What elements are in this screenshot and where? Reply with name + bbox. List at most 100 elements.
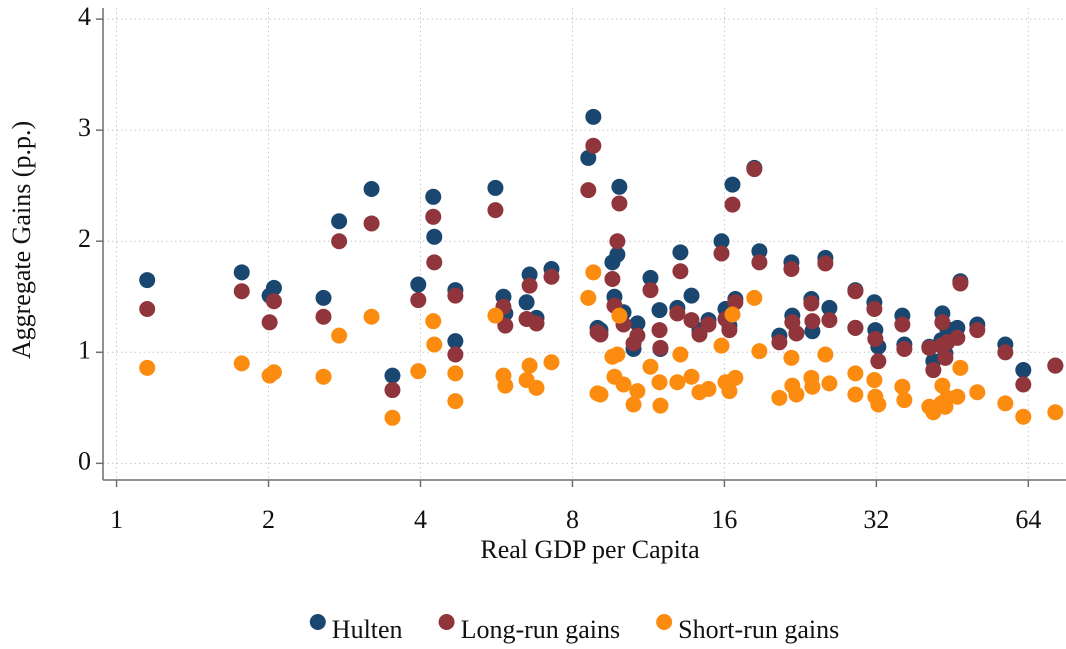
point bbox=[894, 316, 911, 333]
point bbox=[629, 315, 646, 332]
point bbox=[629, 327, 646, 344]
point bbox=[652, 339, 669, 356]
point bbox=[713, 245, 730, 262]
point bbox=[952, 275, 969, 292]
point bbox=[363, 215, 380, 232]
point bbox=[331, 233, 348, 250]
point bbox=[783, 260, 800, 277]
point bbox=[642, 269, 659, 286]
point bbox=[384, 409, 401, 426]
point bbox=[425, 313, 442, 330]
point bbox=[642, 358, 659, 375]
point bbox=[700, 316, 717, 333]
point bbox=[751, 343, 768, 360]
point bbox=[642, 282, 659, 299]
point bbox=[580, 149, 597, 166]
point bbox=[952, 359, 969, 376]
point bbox=[315, 368, 332, 385]
point bbox=[315, 308, 332, 325]
point bbox=[724, 196, 741, 213]
point bbox=[683, 287, 700, 304]
point bbox=[771, 389, 788, 406]
point bbox=[652, 397, 669, 414]
point bbox=[1015, 362, 1032, 379]
point bbox=[265, 279, 282, 296]
point bbox=[609, 346, 626, 363]
point bbox=[1015, 376, 1032, 393]
point bbox=[1047, 404, 1064, 421]
point bbox=[447, 393, 464, 410]
point bbox=[447, 365, 464, 382]
point bbox=[580, 182, 597, 199]
point bbox=[384, 382, 401, 399]
point bbox=[518, 294, 535, 311]
point bbox=[426, 336, 443, 353]
point bbox=[604, 270, 621, 287]
point bbox=[896, 392, 913, 409]
point bbox=[425, 188, 442, 205]
point bbox=[866, 300, 883, 317]
point bbox=[615, 376, 632, 393]
point bbox=[821, 375, 838, 392]
x-axis-title: Real GDP per Capita bbox=[480, 535, 700, 564]
point bbox=[1015, 408, 1032, 425]
point bbox=[521, 357, 538, 374]
point bbox=[363, 308, 380, 325]
x-tick-label: 8 bbox=[566, 505, 579, 534]
x-tick-label: 16 bbox=[711, 505, 737, 534]
point bbox=[629, 383, 646, 400]
point bbox=[683, 368, 700, 385]
point bbox=[672, 263, 689, 280]
point bbox=[817, 255, 834, 272]
point bbox=[426, 254, 443, 271]
point bbox=[585, 137, 602, 154]
point bbox=[969, 322, 986, 339]
point bbox=[528, 315, 545, 332]
y-tick-label: 2 bbox=[78, 224, 91, 253]
point bbox=[934, 314, 951, 331]
point bbox=[771, 334, 788, 351]
point bbox=[410, 363, 427, 380]
point bbox=[870, 353, 887, 370]
point bbox=[233, 283, 250, 300]
point bbox=[410, 276, 427, 293]
point bbox=[580, 289, 597, 306]
point bbox=[870, 396, 887, 413]
y-tick-label: 0 bbox=[78, 446, 91, 475]
point bbox=[821, 299, 838, 316]
point bbox=[894, 378, 911, 395]
point bbox=[896, 340, 913, 357]
point bbox=[487, 179, 504, 196]
point bbox=[746, 289, 763, 306]
point bbox=[803, 295, 820, 312]
point bbox=[721, 322, 738, 339]
point bbox=[847, 386, 864, 403]
point bbox=[611, 195, 628, 212]
point bbox=[746, 161, 763, 178]
y-axis-title: Aggregate Gains (p.p.) bbox=[7, 121, 36, 359]
point bbox=[410, 292, 427, 309]
y-tick-label: 3 bbox=[78, 113, 91, 142]
point bbox=[585, 264, 602, 281]
point bbox=[331, 213, 348, 230]
legend-label: Long-run gains bbox=[461, 615, 621, 644]
legend-marker bbox=[309, 614, 326, 630]
point bbox=[521, 266, 538, 283]
point bbox=[721, 383, 738, 400]
point bbox=[804, 313, 821, 330]
point bbox=[669, 374, 686, 391]
point bbox=[847, 365, 864, 382]
y-tick-label: 4 bbox=[78, 2, 91, 31]
point bbox=[669, 305, 686, 322]
point bbox=[937, 349, 954, 366]
point bbox=[921, 339, 938, 356]
point bbox=[651, 374, 668, 391]
point bbox=[783, 349, 800, 366]
point bbox=[817, 346, 834, 363]
point bbox=[866, 372, 883, 389]
point bbox=[724, 306, 741, 323]
point bbox=[713, 337, 730, 354]
point bbox=[751, 243, 768, 260]
point bbox=[788, 386, 805, 403]
